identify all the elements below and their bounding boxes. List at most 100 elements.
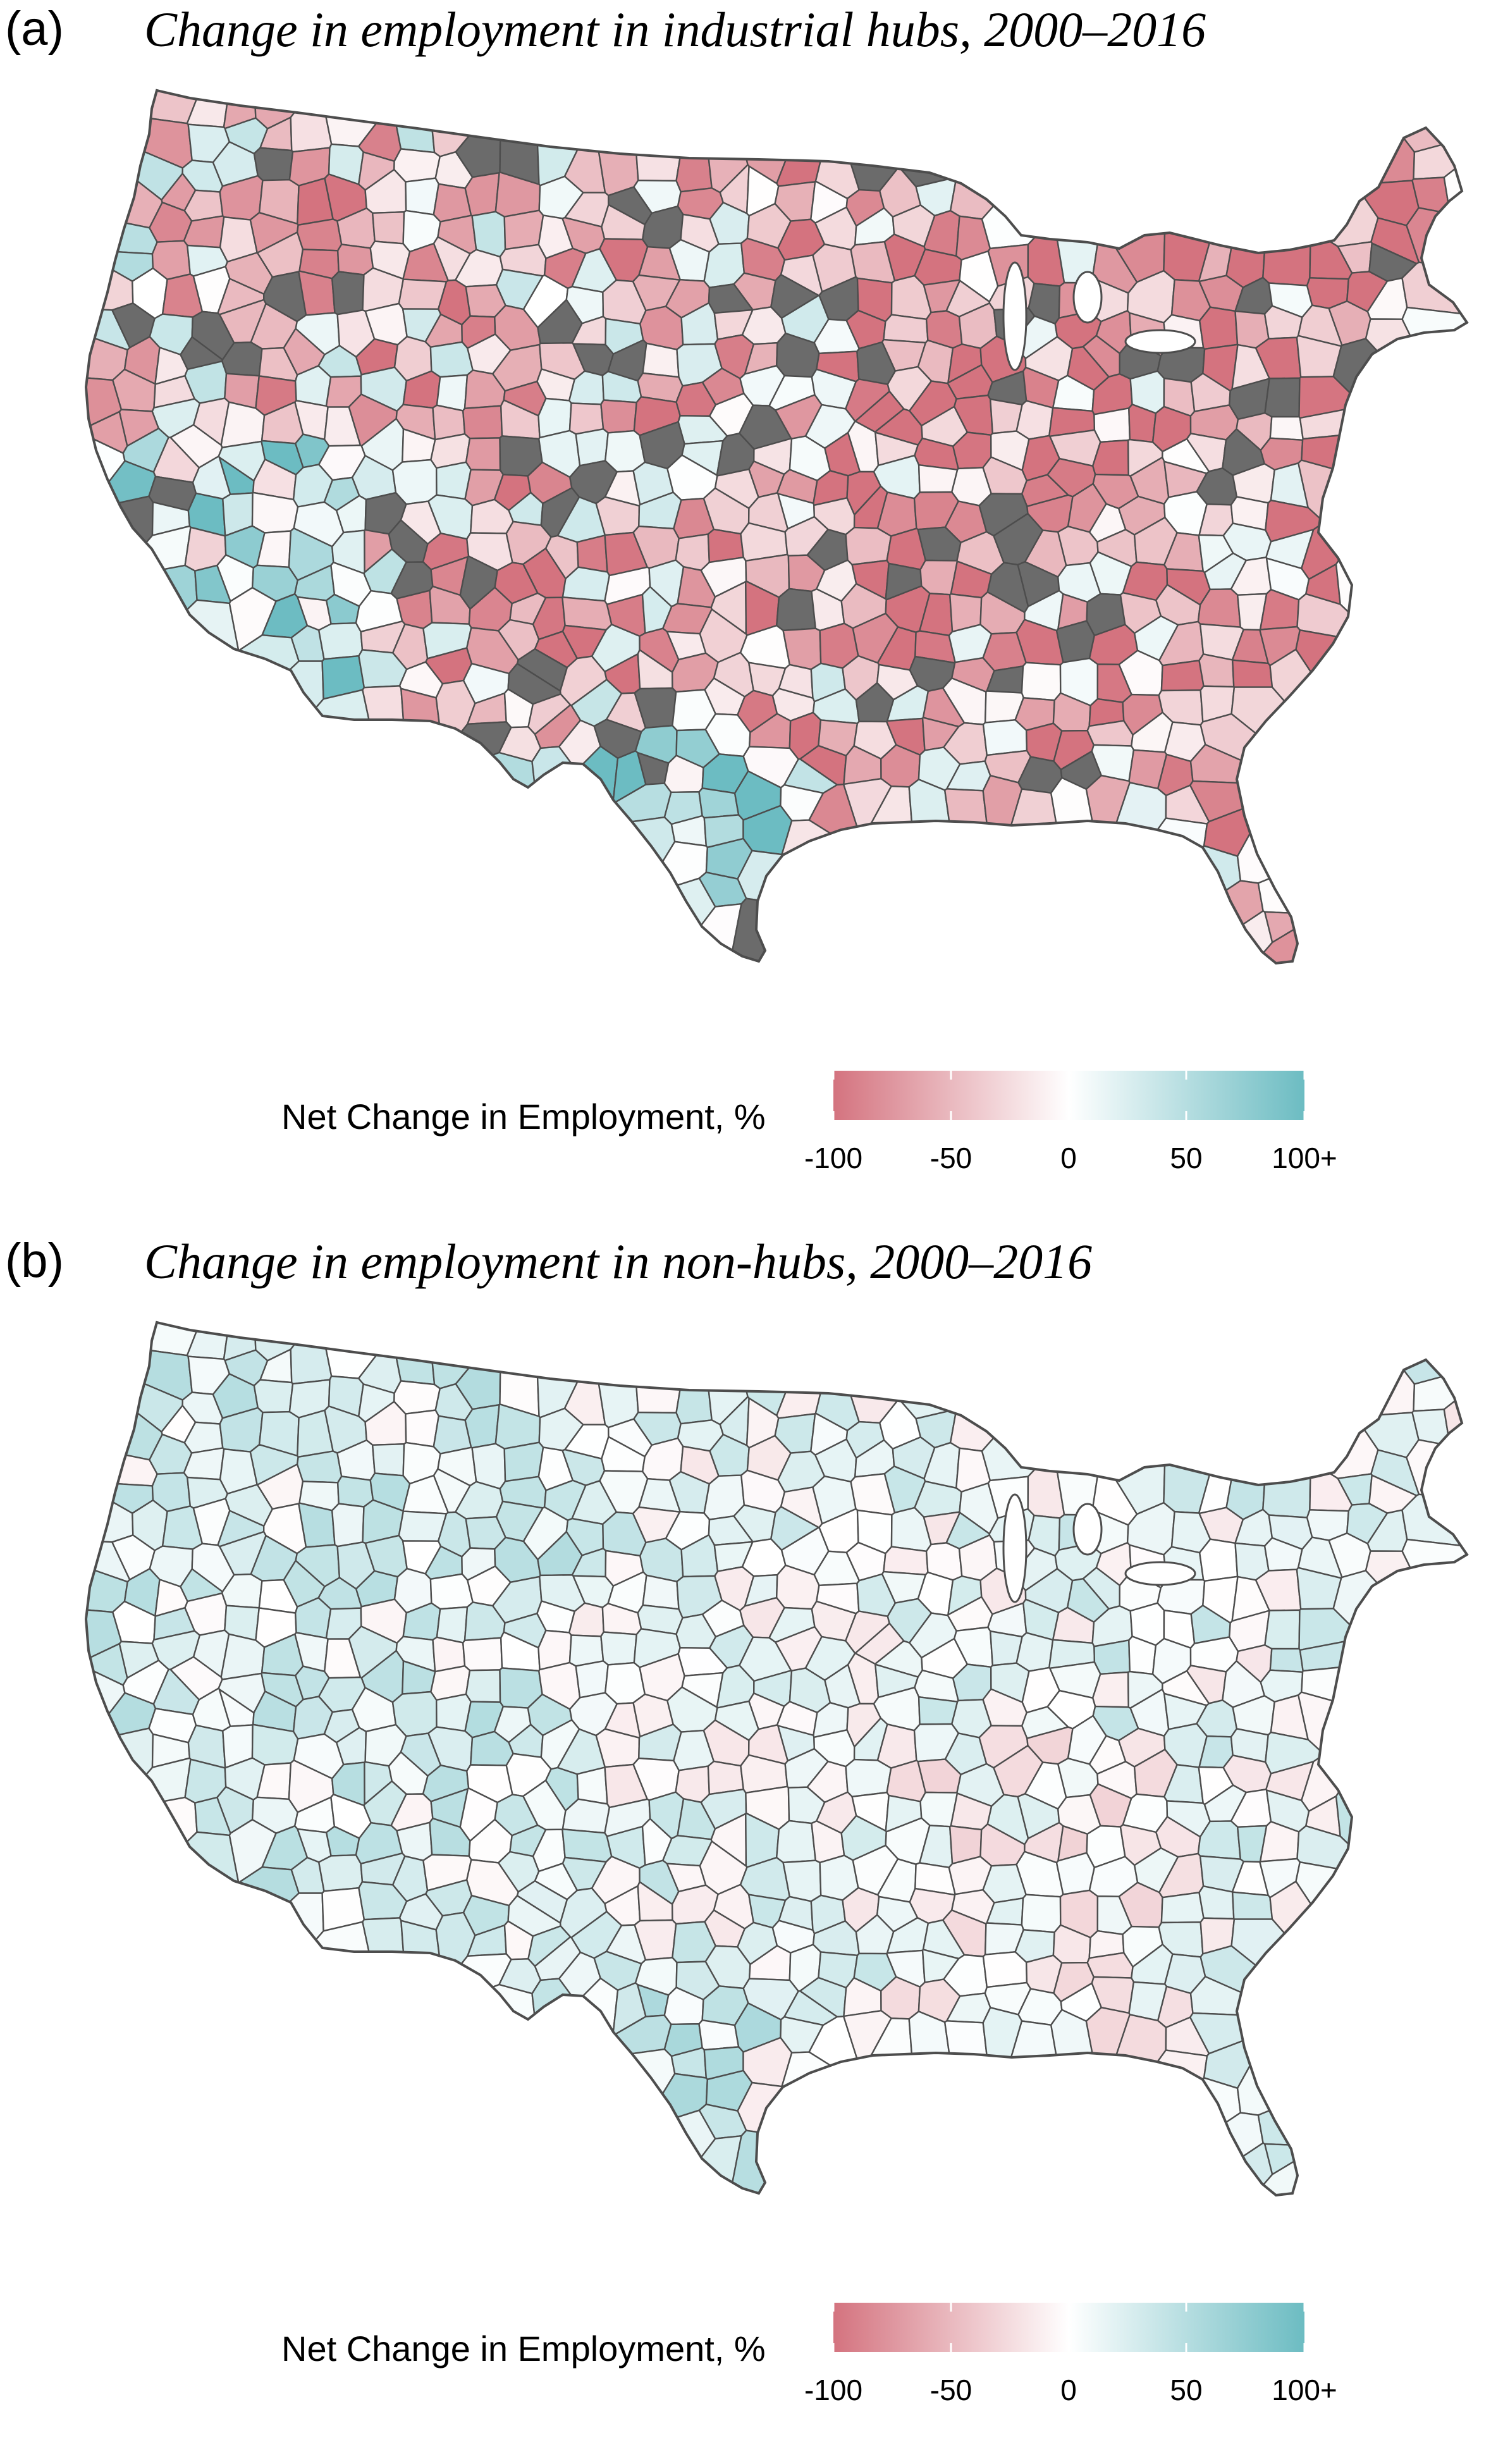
map-region xyxy=(1160,659,1205,692)
map-region xyxy=(436,374,469,412)
map-regions xyxy=(86,1322,1467,2195)
lake-shape xyxy=(1124,1561,1196,1586)
legend-tick: 100+ xyxy=(1272,2374,1337,2406)
map-region xyxy=(1021,662,1062,701)
lake-shape xyxy=(1072,271,1103,324)
map-region xyxy=(1301,180,1379,247)
map-region xyxy=(1338,1340,1416,1418)
map-region xyxy=(1198,1885,1235,1920)
map-region xyxy=(775,588,817,632)
map-region xyxy=(698,2019,740,2051)
map-region xyxy=(465,437,501,471)
map-region xyxy=(698,787,740,819)
map-region xyxy=(336,243,374,276)
map-region xyxy=(782,627,822,670)
map-regions xyxy=(86,90,1467,963)
map-region xyxy=(435,679,476,751)
map-region xyxy=(1093,1639,1131,1675)
map-region xyxy=(1198,306,1239,350)
map-region xyxy=(1401,306,1467,369)
map-region xyxy=(296,1450,343,1484)
map-region xyxy=(707,1760,745,1796)
map-region xyxy=(1301,1412,1379,1479)
map-region xyxy=(1127,817,1208,887)
map-region xyxy=(642,1574,680,1610)
map-region xyxy=(462,405,503,440)
legend-tick: -100 xyxy=(804,1142,863,1174)
map-region xyxy=(331,271,365,316)
lake-shape xyxy=(1002,261,1028,371)
map-region xyxy=(1205,909,1273,963)
map-region xyxy=(429,341,474,378)
map-region xyxy=(249,1892,324,1960)
map-region xyxy=(727,2129,811,2195)
map-region xyxy=(1055,620,1096,663)
legend-tick: -50 xyxy=(929,2374,972,2406)
map-region xyxy=(317,622,364,660)
map-region xyxy=(124,564,198,640)
map-region xyxy=(576,1766,608,1805)
us-outline xyxy=(84,89,1469,965)
map-region xyxy=(429,1573,474,1610)
legend-tick: 0 xyxy=(1060,1142,1077,1174)
map-region xyxy=(600,399,638,434)
map-region xyxy=(917,464,959,493)
map-region xyxy=(982,719,1028,756)
map-region xyxy=(1269,416,1304,441)
map-region xyxy=(707,528,745,564)
map-region xyxy=(1236,2038,1313,2116)
legend-tick: 100+ xyxy=(1272,1142,1337,1174)
lake-shape xyxy=(1072,1503,1103,1556)
map-region xyxy=(1127,2049,1208,2119)
map-region xyxy=(782,1859,822,1902)
map-region xyxy=(845,526,892,566)
map-region xyxy=(1055,1852,1096,1895)
map-region xyxy=(1231,1891,1273,1920)
panel-label: (a) xyxy=(5,2,64,56)
map-region xyxy=(1264,1609,1301,1650)
map-region xyxy=(253,1379,294,1414)
map-region xyxy=(1231,659,1273,688)
map-region xyxy=(1236,806,1313,884)
map-region xyxy=(1406,207,1467,270)
map-region xyxy=(561,596,613,631)
map-region xyxy=(336,1475,374,1508)
map-region xyxy=(600,1631,638,1666)
map-region xyxy=(435,1911,476,1983)
map-region xyxy=(1015,1632,1054,1672)
map-region xyxy=(917,1696,959,1725)
map-region xyxy=(883,314,929,344)
panel-title: Change in employment in industrial hubs,… xyxy=(144,2,1206,57)
panel-label: (b) xyxy=(5,1234,64,1288)
map-region xyxy=(462,1637,503,1672)
map-region xyxy=(405,177,440,216)
map-region xyxy=(727,897,811,963)
map-region xyxy=(1338,108,1416,186)
legend-tick: 50 xyxy=(1170,1142,1203,1174)
map-region xyxy=(781,819,865,893)
map-region xyxy=(1198,1538,1239,1582)
map-region xyxy=(1257,2085,1332,2147)
map-region xyxy=(296,218,343,252)
map-region xyxy=(465,1669,501,1703)
map-region xyxy=(251,491,299,534)
map-region xyxy=(249,660,324,728)
map-region xyxy=(575,1660,609,1699)
map-region xyxy=(883,1546,929,1576)
map-region xyxy=(642,342,680,378)
map-region xyxy=(1160,1891,1205,1924)
map-region xyxy=(1205,2141,1273,2195)
map-region xyxy=(1406,1439,1467,1502)
legend-title: Net Change in Employment, % xyxy=(281,2329,766,2369)
map-region xyxy=(1370,90,1467,153)
map-region xyxy=(152,1831,240,1900)
map-region xyxy=(1015,400,1054,440)
map-region xyxy=(317,1854,364,1892)
map-region xyxy=(1257,853,1332,915)
map-region xyxy=(223,1322,257,1362)
map-region xyxy=(503,1441,544,1482)
map-region xyxy=(1198,653,1235,688)
legend-tick: 50 xyxy=(1170,2374,1203,2406)
map-industrial-hubs xyxy=(84,89,1469,965)
map-region xyxy=(290,90,333,153)
